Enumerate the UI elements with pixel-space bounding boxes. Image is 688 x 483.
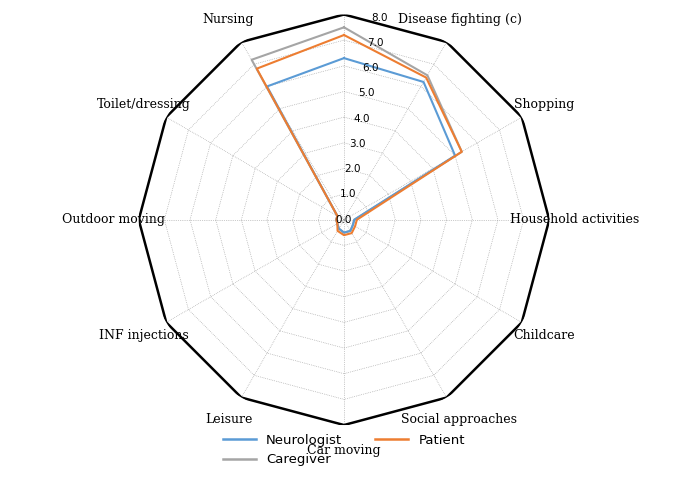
Legend: Neurologist, Caregiver, Patient: Neurologist, Caregiver, Patient [217,428,471,471]
Text: 3.0: 3.0 [349,139,365,149]
Text: 2.0: 2.0 [345,164,361,174]
Text: 1.0: 1.0 [340,189,356,199]
Text: 5.0: 5.0 [358,88,374,99]
Text: 8.0: 8.0 [371,13,387,23]
Text: 7.0: 7.0 [367,38,383,48]
Text: 0.0: 0.0 [336,215,352,225]
Text: 6.0: 6.0 [362,63,378,73]
Text: 4.0: 4.0 [354,114,370,124]
